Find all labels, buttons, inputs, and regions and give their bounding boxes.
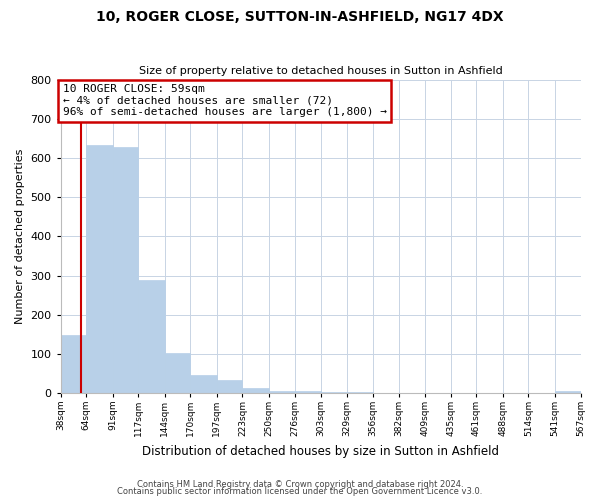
Text: 10 ROGER CLOSE: 59sqm
← 4% of detached houses are smaller (72)
96% of semi-detac: 10 ROGER CLOSE: 59sqm ← 4% of detached h… xyxy=(62,84,386,117)
Bar xyxy=(555,391,581,393)
Bar xyxy=(217,380,242,393)
Bar xyxy=(242,388,269,393)
Bar xyxy=(86,145,113,393)
Bar xyxy=(139,280,165,393)
Bar xyxy=(61,335,86,393)
Text: 10, ROGER CLOSE, SUTTON-IN-ASHFIELD, NG17 4DX: 10, ROGER CLOSE, SUTTON-IN-ASHFIELD, NG1… xyxy=(96,10,504,24)
Bar xyxy=(113,148,139,393)
Bar xyxy=(190,375,217,393)
Y-axis label: Number of detached properties: Number of detached properties xyxy=(15,149,25,324)
Bar xyxy=(165,354,190,393)
Bar xyxy=(295,391,321,393)
X-axis label: Distribution of detached houses by size in Sutton in Ashfield: Distribution of detached houses by size … xyxy=(142,444,499,458)
Bar xyxy=(321,392,347,393)
Bar xyxy=(269,390,295,393)
Text: Contains HM Land Registry data © Crown copyright and database right 2024.: Contains HM Land Registry data © Crown c… xyxy=(137,480,463,489)
Title: Size of property relative to detached houses in Sutton in Ashfield: Size of property relative to detached ho… xyxy=(139,66,502,76)
Text: Contains public sector information licensed under the Open Government Licence v3: Contains public sector information licen… xyxy=(118,487,482,496)
